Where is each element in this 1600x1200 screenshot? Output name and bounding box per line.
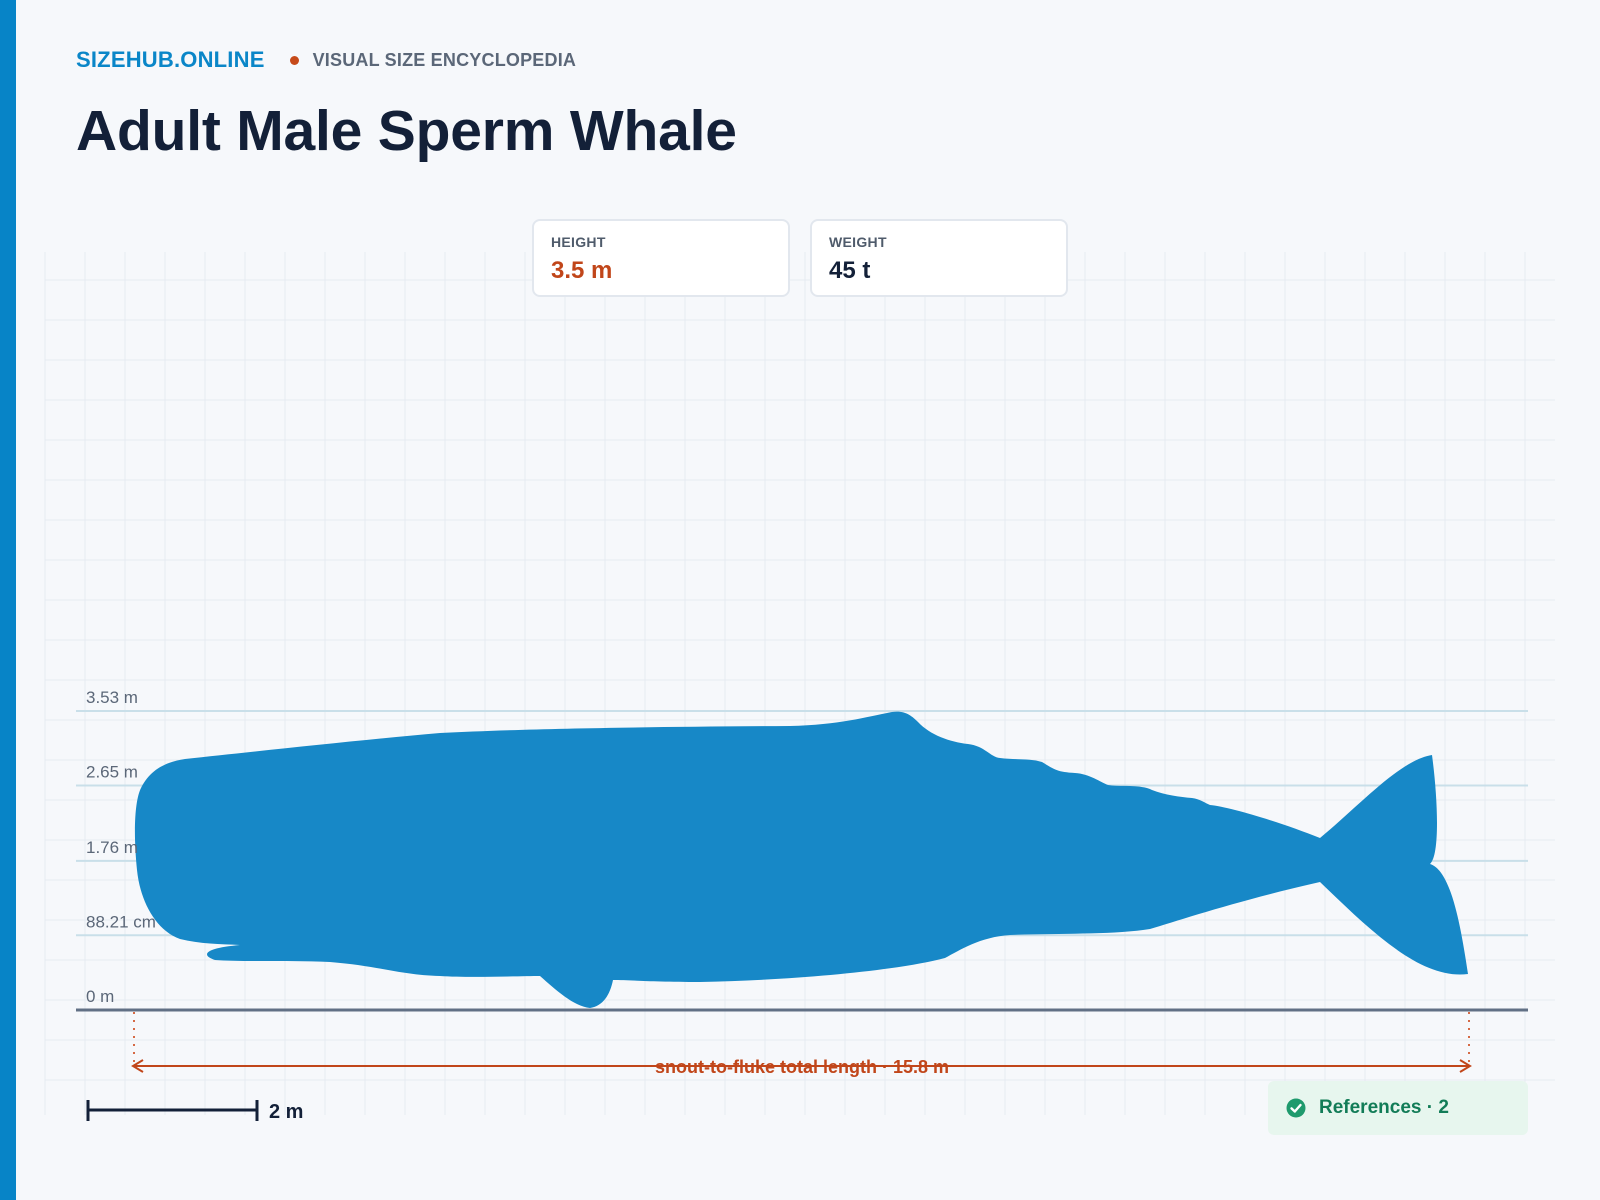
check-circle-icon: [1286, 1098, 1306, 1118]
background-grid: [44, 252, 1555, 1115]
references-button[interactable]: References · 2: [1268, 1081, 1528, 1135]
height-tick-label: 88.21 cm: [86, 912, 156, 931]
length-annotation-label: snout-to-fluke total length · 15.8 m: [655, 1057, 949, 1077]
weight-stat-card: WEIGHT 45 t: [810, 219, 1068, 297]
height-tick-label: 3.53 m: [86, 688, 138, 707]
height-stat-label: HEIGHT: [551, 234, 606, 250]
scale-bar: 2 m: [86, 1100, 303, 1123]
height-tick-label: 0 m: [86, 987, 114, 1006]
height-stat-card: HEIGHT 3.5 m: [532, 219, 790, 297]
left-accent-bar: [0, 0, 16, 1200]
length-arrow-right-head: [1459, 1059, 1472, 1073]
site-header: SIZEHUB.ONLINE VISUAL SIZE ENCYCLOPEDIA: [76, 46, 576, 74]
page-title: Adult Male Sperm Whale: [76, 99, 737, 163]
length-arrow-left-head: [131, 1059, 144, 1073]
separator-dot: [289, 55, 299, 65]
weight-stat-label: WEIGHT: [829, 234, 887, 250]
brand-link[interactable]: SIZEHUB.ONLINE: [76, 47, 265, 72]
site-tagline: VISUAL SIZE ENCYCLOPEDIA: [312, 49, 577, 70]
scale-bar-label: 2 m: [269, 1101, 303, 1123]
length-annotation: snout-to-fluke total length · 15.8 m: [131, 1012, 1472, 1077]
height-stat-value: 3.5 m: [551, 257, 613, 284]
height-tick-label: 1.76 m: [86, 838, 138, 857]
references-label: References · 2: [1319, 1097, 1449, 1118]
height-tick-labels: 3.53 m 2.65 m 1.76 m 88.21 cm 0 m: [86, 688, 156, 1006]
whale-silhouette: [134, 711, 1469, 1008]
height-tick-label: 2.65 m: [86, 763, 138, 782]
weight-stat-value: 45 t: [829, 257, 871, 284]
